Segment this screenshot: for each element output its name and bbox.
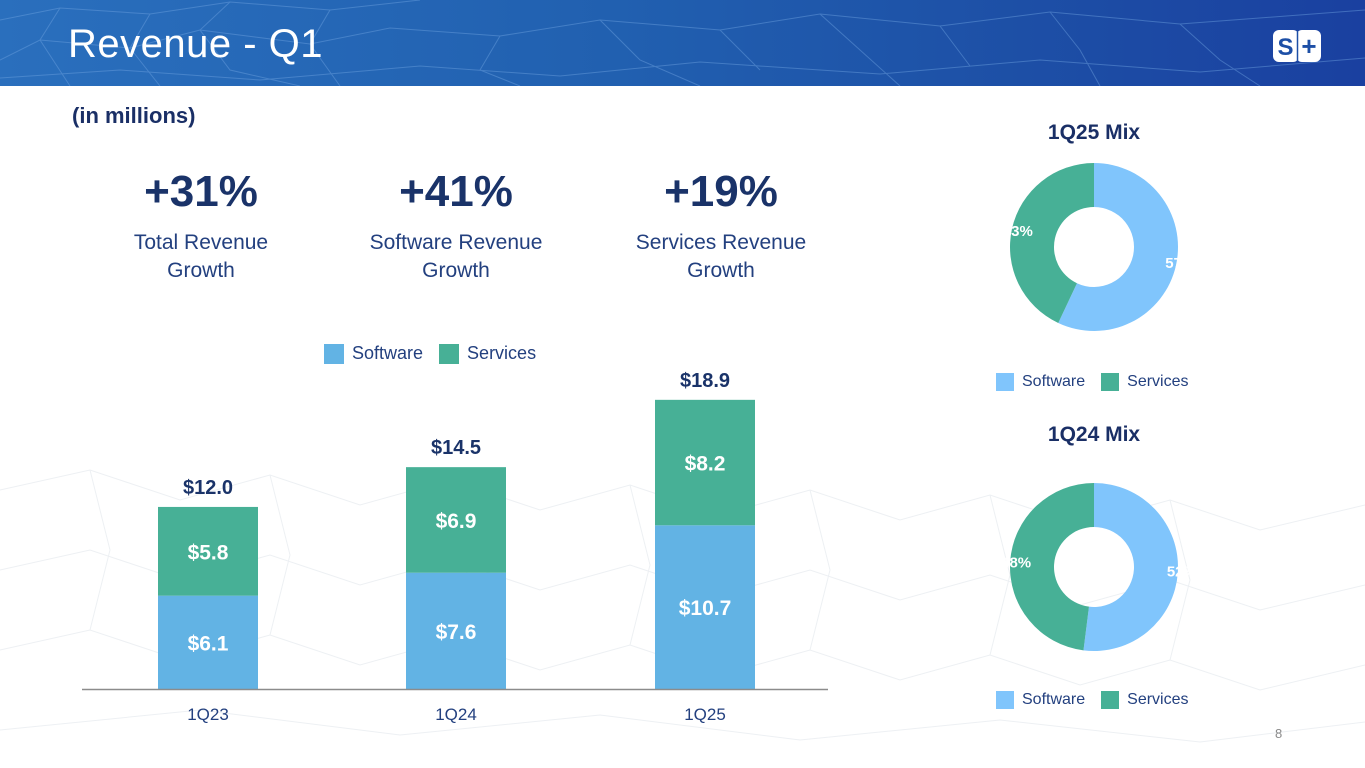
svg-text:+: + (1301, 31, 1316, 61)
legend-swatch-software (996, 691, 1014, 709)
page-title: Revenue - Q1 (68, 22, 324, 66)
legend-swatch-software (996, 373, 1014, 391)
page-number: 8 (1275, 726, 1283, 741)
donut-slice-software (1083, 483, 1178, 651)
legend-item-services: Services (1101, 373, 1189, 391)
bar-total-label-1q23: $12.0 (183, 477, 233, 499)
x-tick-label-1q23: 1Q23 (187, 705, 229, 724)
kpi-total-revenue-growth: +31% Total Revenue Growth (81, 167, 321, 285)
donut-chart-1q24: 52% 48% (1001, 483, 1194, 651)
legend-swatch-software (324, 343, 344, 364)
kpi-services-revenue-growth: +19% Services Revenue Growth (601, 167, 841, 285)
donut-title-1q25: 1Q25 Mix (1047, 121, 1141, 144)
bar-label-software-1q25: $10.7 (679, 597, 732, 620)
bar-segment-software-1q24 (406, 572, 506, 689)
bar-segment-software-1q25 (655, 525, 755, 689)
legend-swatch-services (439, 343, 460, 364)
donut-label-software: 57% (1165, 255, 1194, 272)
bar-segment-services-1q24 (406, 467, 506, 573)
legend-item-software: Software (324, 343, 423, 364)
svg-text:S: S (1277, 34, 1293, 61)
legend-item-services: Services (1101, 691, 1189, 709)
bar-label-software-1q24: $7.6 (436, 621, 477, 644)
bar-label-services-1q24: $6.9 (436, 510, 477, 533)
donut-title-1q24: 1Q24 Mix (1047, 423, 1141, 446)
bar-total-label-1q24: $14.5 (431, 437, 481, 459)
legend-item-software: Software (996, 691, 1085, 709)
kpi-label: Total Revenue Growth (133, 231, 269, 282)
revenue-bar-chart: $6.1 $5.8 $12.0 1Q23 $7.6 $6.9 $14.5 1Q24 $10.7 $… (82, 370, 828, 724)
donut-legend-1q25: Software Services (996, 373, 1205, 391)
header-mesh-decoration (0, 0, 1365, 86)
donut-slice-software (1058, 163, 1178, 331)
bar-label-services-1q23: $5.8 (188, 541, 229, 564)
kpi-label: Software Revenue Growth (369, 231, 543, 282)
kpi-software-revenue-growth: +41% Software Revenue Growth (336, 167, 576, 285)
bar-segment-software-1q23 (158, 595, 258, 689)
x-tick-label-1q24: 1Q24 (435, 705, 477, 724)
donut-label-software: 52% (1167, 564, 1194, 581)
donut-slice-services (1010, 163, 1094, 324)
donut-legend-1q24: Software Services (996, 691, 1205, 709)
bar-segment-services-1q23 (158, 506, 258, 596)
x-tick-label-1q25: 1Q25 (684, 705, 726, 724)
donut-label-services: 43% (1003, 223, 1033, 240)
header-banner: Revenue - Q1 S + (0, 0, 1365, 86)
legend-swatch-services (1101, 691, 1120, 709)
legend-item-services: Services (439, 343, 536, 364)
bar-chart-legend: Software Services (324, 343, 552, 364)
kpi-value: +31% (144, 167, 258, 216)
kpi-value: +41% (399, 167, 513, 216)
donut-slice-services (1009, 483, 1094, 651)
bar-label-services-1q25: $8.2 (685, 453, 726, 476)
units-note: (in millions) (72, 103, 196, 128)
kpi-value: +19% (664, 167, 778, 216)
donut-chart-1q25: 57% 43% (1003, 163, 1194, 331)
kpi-label: Services Revenue Growth (635, 231, 807, 282)
legend-item-software: Software (996, 373, 1085, 391)
bar-segment-services-1q25 (655, 399, 755, 526)
company-logo-icon: S + (1273, 30, 1321, 62)
bar-label-software-1q23: $6.1 (188, 632, 229, 655)
legend-swatch-services (1101, 373, 1120, 391)
bar-total-label-1q25: $18.9 (680, 370, 730, 392)
donut-label-services: 48% (1001, 554, 1031, 571)
